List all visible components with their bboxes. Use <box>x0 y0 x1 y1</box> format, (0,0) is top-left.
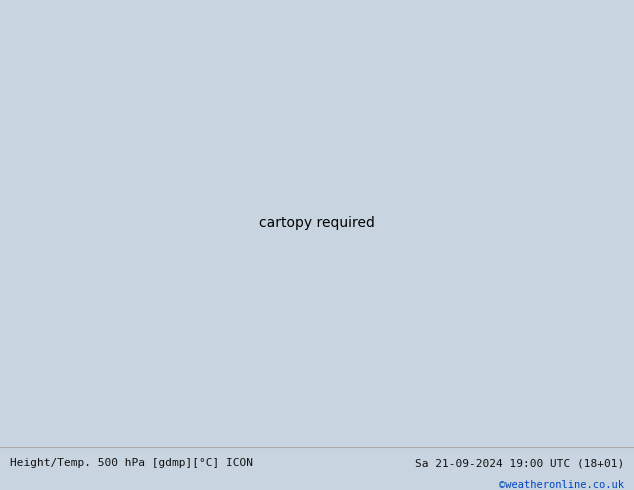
Text: cartopy required: cartopy required <box>259 217 375 230</box>
Text: ©weatheronline.co.uk: ©weatheronline.co.uk <box>500 480 624 490</box>
Text: Sa 21-09-2024 19:00 UTC (18+01): Sa 21-09-2024 19:00 UTC (18+01) <box>415 458 624 468</box>
Text: Height/Temp. 500 hPa [gdmp][°C] ICON: Height/Temp. 500 hPa [gdmp][°C] ICON <box>10 458 252 468</box>
